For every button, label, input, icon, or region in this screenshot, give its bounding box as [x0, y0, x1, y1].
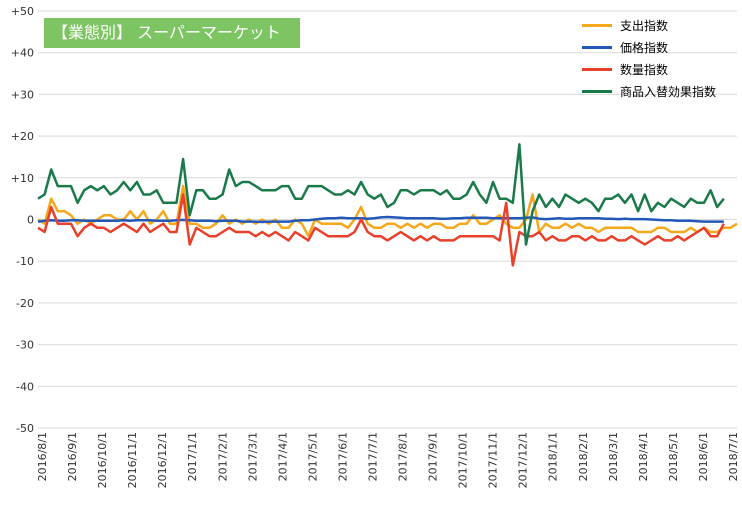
- y-tick-label: +10: [11, 172, 34, 185]
- x-tick-label: 2017/9/1: [427, 432, 440, 481]
- y-tick-label: +30: [11, 88, 34, 101]
- x-tick-label: 2018/5/1: [667, 432, 680, 481]
- y-tick-label: -10: [16, 255, 34, 268]
- x-tick-label: 2017/11/1: [487, 432, 500, 488]
- x-tick-label: 2017/2/1: [216, 432, 229, 481]
- legend-swatch: [582, 23, 612, 27]
- x-tick-label: 2018/2/1: [577, 432, 590, 481]
- legend-label: 価格指数: [620, 40, 669, 55]
- x-tick-label: 2017/10/1: [457, 432, 470, 488]
- x-tick-label: 2016/8/1: [36, 432, 49, 481]
- y-tick-label: +40: [11, 47, 34, 60]
- x-tick-label: 2017/5/1: [306, 432, 319, 481]
- x-tick-label: 2018/1/1: [547, 432, 560, 481]
- legend-label: 数量指数: [620, 62, 669, 77]
- y-axis-tick-labels: +50 +40 +30 +20 +10 0 -10 -20 -30 -40 -50: [11, 5, 34, 435]
- x-axis-tick-labels: 2016/8/1 2016/9/1 2016/10/1 2016/11/1 2016/1…: [36, 432, 740, 488]
- y-tick-label: +50: [11, 5, 34, 18]
- y-tick-label: -40: [16, 380, 34, 393]
- x-tick-label: 2016/9/1: [66, 432, 79, 481]
- legend-item: 商品入替効果指数: [582, 80, 732, 102]
- series-line: [37, 215, 724, 224]
- x-tick-label: 2017/6/1: [336, 432, 349, 481]
- x-tick-label: 2018/3/1: [607, 432, 620, 481]
- series-line: [37, 193, 725, 267]
- series-lines: [37, 143, 738, 267]
- legend-item: 数量指数: [582, 58, 732, 80]
- x-tick-label: 2017/7/1: [366, 432, 379, 481]
- y-tick-label: -20: [16, 297, 34, 310]
- x-tick-label: 2018/6/1: [697, 432, 710, 481]
- legend-item: 価格指数: [582, 36, 732, 58]
- x-tick-label: 2018/7/1: [727, 432, 740, 481]
- x-tick-label: 2017/8/1: [397, 432, 410, 481]
- legend-label: 商品入替効果指数: [620, 84, 717, 99]
- x-tick-label: 2017/4/1: [276, 432, 289, 481]
- x-tick-label: 2017/1/1: [186, 432, 199, 481]
- x-tick-label: 2017/3/1: [246, 432, 259, 481]
- y-tick-label: 0: [27, 214, 34, 227]
- x-tick-label: 2016/12/1: [156, 432, 169, 488]
- x-tick-label: 2017/12/1: [517, 432, 530, 488]
- legend-swatch: [582, 67, 612, 71]
- legend-label: 支出指数: [620, 18, 669, 33]
- x-tick-label: 2016/11/1: [126, 432, 139, 488]
- legend-item: 支出指数: [582, 14, 732, 36]
- y-tick-label: -50: [16, 422, 34, 435]
- legend-swatch: [582, 45, 612, 49]
- legend: 支出指数 価格指数 数量指数 商品入替効果指数: [582, 14, 732, 102]
- x-tick-label: 2016/10/1: [96, 432, 109, 488]
- y-tick-label: +20: [11, 130, 34, 143]
- chart-title: 【業態別】 スーパーマーケット: [44, 18, 300, 48]
- y-tick-label: -30: [16, 339, 34, 352]
- x-tick-label: 2018/4/1: [637, 432, 650, 481]
- series-line: [37, 143, 725, 246]
- legend-swatch: [582, 89, 612, 93]
